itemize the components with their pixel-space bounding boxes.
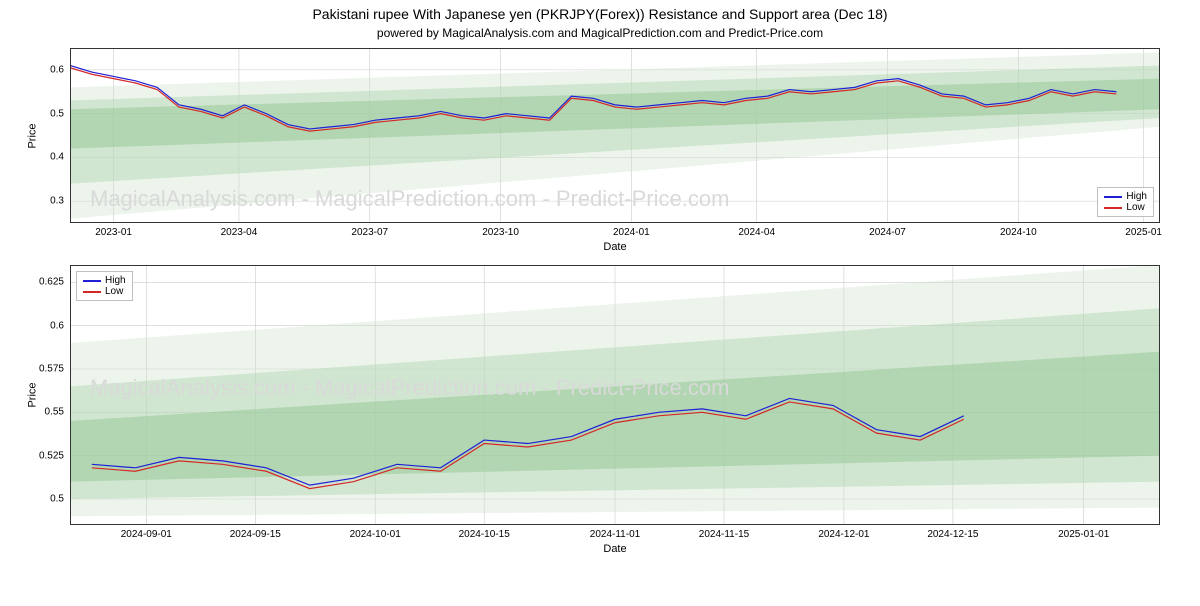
y-tick-label: 0.4 — [50, 152, 64, 163]
y-tick-label: 0.55 — [45, 407, 64, 418]
x-tick-label: 2023-01 — [95, 227, 132, 238]
chart-bottom: Price MagicalAnalysis.com - MagicalPredi… — [70, 265, 1160, 525]
legend-line-high — [1104, 196, 1122, 198]
legend: High Low — [1097, 187, 1154, 217]
x-tick-label: 2025-01 — [1125, 227, 1162, 238]
legend-item-high: High — [1104, 191, 1147, 202]
y-tick-label: 0.3 — [50, 196, 64, 207]
legend-label-low: Low — [105, 286, 123, 297]
legend-line-low — [83, 291, 101, 293]
y-tick-label: 0.6 — [50, 64, 64, 75]
x-tick-label: 2024-12-15 — [927, 529, 978, 540]
legend-label-high: High — [1126, 191, 1147, 202]
x-axis-label: Date — [70, 241, 1160, 253]
x-tick-label: 2024-07 — [869, 227, 906, 238]
x-tick-label: 2025-01-01 — [1058, 529, 1109, 540]
legend-label-low: Low — [1126, 202, 1144, 213]
x-tick-label: 2024-09-15 — [230, 529, 281, 540]
legend-item-low: Low — [83, 286, 126, 297]
x-tick-label: 2024-10 — [1000, 227, 1037, 238]
y-tick-label: 0.6 — [50, 320, 64, 331]
legend-line-high — [83, 280, 101, 282]
legend: High Low — [76, 271, 133, 301]
x-tick-label: 2024-09-01 — [121, 529, 172, 540]
x-tick-label: 2024-10-15 — [459, 529, 510, 540]
y-tick-label: 0.525 — [39, 450, 64, 461]
chart-top: Price MagicalAnalysis.com - MagicalPredi… — [70, 48, 1160, 223]
x-tick-label: 2023-10 — [482, 227, 519, 238]
x-tick-label: 2024-12-01 — [818, 529, 869, 540]
page: Pakistani rupee With Japanese yen (PKRJP… — [0, 6, 1200, 606]
x-axis-label: Date — [70, 543, 1160, 555]
x-tick-label: 2024-11-15 — [699, 529, 749, 540]
y-axis-label: Price — [27, 382, 39, 407]
chart-bottom-svg — [70, 265, 1160, 525]
x-tick-label: 2024-11-01 — [590, 529, 640, 540]
y-tick-label: 0.625 — [39, 277, 64, 288]
legend-item-low: Low — [1104, 202, 1147, 213]
legend-label-high: High — [105, 275, 126, 286]
y-tick-label: 0.5 — [50, 494, 64, 505]
x-tick-label: 2023-04 — [221, 227, 258, 238]
y-tick-label: 0.575 — [39, 364, 64, 375]
x-tick-label: 2024-01 — [613, 227, 650, 238]
chart-title: Pakistani rupee With Japanese yen (PKRJP… — [0, 6, 1200, 22]
y-axis-label: Price — [27, 123, 39, 148]
legend-item-high: High — [83, 275, 126, 286]
chart-subtitle: powered by MagicalAnalysis.com and Magic… — [0, 26, 1200, 40]
legend-line-low — [1104, 207, 1122, 209]
chart-top-svg — [70, 48, 1160, 223]
x-tick-label: 2024-04 — [738, 227, 775, 238]
y-tick-label: 0.5 — [50, 108, 64, 119]
x-tick-label: 2023-07 — [351, 227, 388, 238]
x-tick-label: 2024-10-01 — [350, 529, 401, 540]
